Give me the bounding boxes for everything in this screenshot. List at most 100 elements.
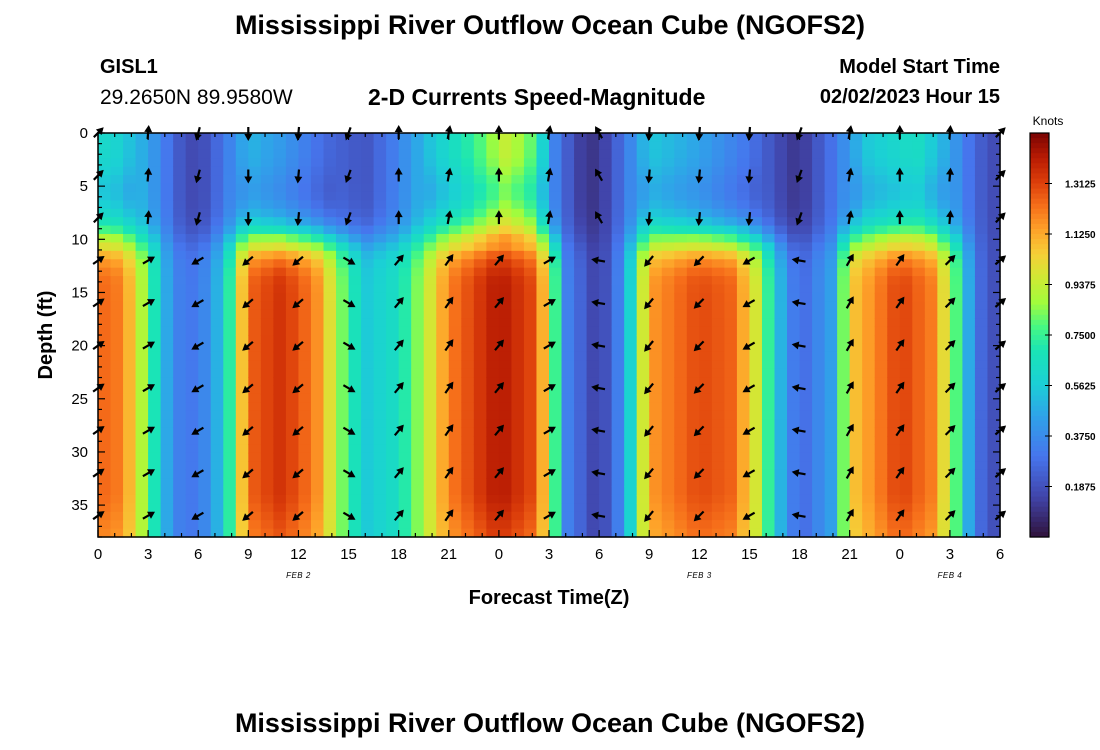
y-tick-label: 10 — [71, 231, 88, 248]
arrow-head — [396, 339, 404, 348]
heatmap-cell — [110, 234, 124, 244]
heatmap-cell — [636, 166, 650, 176]
heatmap-cell — [812, 385, 826, 395]
heatmap-cell — [987, 444, 1001, 454]
heatmap-cell — [799, 368, 813, 378]
heatmap-cell — [473, 175, 487, 185]
heatmap-cell — [799, 225, 813, 235]
heatmap-cell — [736, 486, 751, 496]
heatmap-cell — [298, 326, 312, 336]
heatmap-cell — [949, 377, 964, 387]
heatmap-cell — [223, 326, 237, 336]
heatmap-cell — [536, 503, 550, 513]
heatmap-cell — [599, 225, 613, 235]
heatmap-cell — [887, 377, 901, 387]
heatmap-cell — [636, 528, 650, 538]
y-axis-title: Depth (ft) — [35, 291, 57, 380]
heatmap-cell — [699, 133, 713, 143]
heatmap-cell — [549, 402, 563, 412]
current-arrow — [242, 425, 254, 436]
heatmap-cell — [987, 149, 1001, 159]
heatmap-cell — [799, 444, 813, 454]
heatmap-cell — [235, 133, 249, 143]
arrow-head — [742, 300, 751, 308]
heatmap-cell — [373, 335, 387, 345]
heatmap-cell — [649, 309, 663, 319]
heatmap-cell — [849, 242, 863, 252]
heatmap-cell — [661, 234, 675, 244]
heatmap-cell — [511, 175, 525, 185]
heatmap-cell — [736, 469, 751, 479]
heatmap-cell — [912, 292, 926, 302]
heatmap-cell — [273, 402, 287, 412]
heatmap-cell — [736, 309, 751, 319]
heatmap-cell — [649, 427, 663, 437]
heatmap-cell — [549, 242, 563, 252]
heatmap-cell — [774, 267, 788, 277]
heatmap-cell — [423, 225, 437, 235]
heatmap-cell — [561, 351, 575, 361]
heatmap-cell — [774, 133, 788, 143]
heatmap-cell — [724, 175, 738, 185]
heatmap-cell — [498, 351, 513, 361]
arrow-head — [191, 470, 200, 478]
heatmap-cell — [636, 133, 650, 143]
heatmap-cell — [398, 234, 412, 244]
heatmap-cell — [361, 351, 375, 361]
current-arrow — [292, 255, 304, 266]
current-arrow — [543, 426, 556, 435]
heatmap-cell — [611, 208, 625, 218]
heatmap-cell — [423, 486, 437, 496]
heatmap-cell — [674, 225, 688, 235]
heatmap-cell — [423, 149, 437, 159]
heatmap-cell — [361, 461, 375, 471]
heatmap-cell — [423, 250, 437, 260]
heatmap-cell — [498, 402, 513, 412]
heatmap-cell — [611, 393, 625, 403]
heatmap-cell — [523, 461, 538, 471]
heatmap-cell — [699, 351, 713, 361]
heatmap-cell — [924, 326, 938, 336]
heatmap-cell — [536, 217, 550, 227]
heatmap-cell — [787, 284, 801, 294]
current-arrow — [895, 466, 905, 479]
heatmap-cell — [974, 318, 989, 328]
heatmap-cell — [398, 309, 412, 319]
heatmap-cell — [260, 225, 274, 235]
heatmap-cell — [336, 360, 350, 370]
heatmap-cell — [686, 208, 700, 218]
heatmap-cell — [486, 158, 500, 168]
heatmap-cell — [661, 149, 675, 159]
heatmap-cell — [837, 141, 851, 151]
heatmap-cell — [248, 250, 262, 260]
heatmap-cell — [223, 191, 237, 201]
heatmap-cell — [761, 444, 776, 454]
heatmap-cell — [160, 469, 174, 479]
heatmap-cell — [636, 503, 650, 513]
heatmap-cell — [260, 259, 274, 269]
heatmap-cell — [912, 377, 926, 387]
heatmap-cell — [411, 267, 425, 277]
heatmap-cell — [649, 208, 663, 218]
heatmap-cell — [736, 183, 751, 193]
heatmap-cell — [361, 486, 375, 496]
heatmap-cell — [912, 183, 926, 193]
heatmap-cell — [235, 494, 249, 504]
heatmap-cell — [511, 191, 525, 201]
heatmap-cell — [912, 486, 926, 496]
heatmap-cell — [887, 284, 901, 294]
heatmap-cell — [411, 259, 425, 269]
heatmap-cell — [874, 410, 888, 420]
heatmap-cell — [361, 478, 375, 488]
heatmap-cell — [812, 191, 826, 201]
heatmap-cell — [812, 343, 826, 353]
heatmap-cell — [361, 208, 375, 218]
heatmap-cell — [586, 486, 600, 496]
heatmap-cell — [348, 478, 362, 488]
current-arrow — [194, 169, 202, 184]
arrow-head — [947, 510, 956, 518]
arrow-head — [147, 256, 155, 264]
heatmap-cell — [411, 494, 425, 504]
heatmap-cell — [924, 234, 938, 244]
heatmap-cell — [273, 292, 287, 302]
